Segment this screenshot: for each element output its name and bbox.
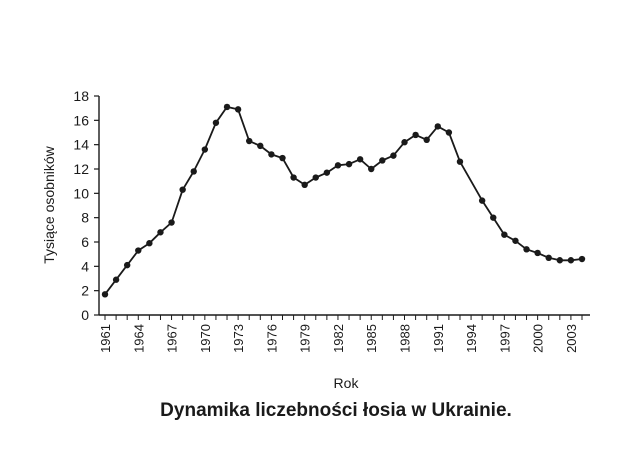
data-point xyxy=(234,106,242,113)
x-tick-label: 1985 xyxy=(364,324,379,353)
data-point xyxy=(501,231,508,238)
data-point xyxy=(401,139,408,146)
y-tick-label: 18 xyxy=(73,88,89,104)
y-tick-label: 0 xyxy=(81,307,89,323)
data-point xyxy=(345,160,353,168)
x-tick-label: 1991 xyxy=(431,324,446,353)
data-point xyxy=(556,257,564,264)
data-point xyxy=(456,158,464,165)
data-point xyxy=(179,186,186,193)
data-point xyxy=(368,165,375,173)
data-point xyxy=(379,157,386,164)
data-point xyxy=(356,156,364,163)
data-point xyxy=(445,129,453,136)
chart-title: Dynamika liczebności łosia w Ukrainie. xyxy=(160,400,512,421)
x-tick-label: 1979 xyxy=(298,324,313,353)
data-point xyxy=(334,162,342,169)
y-tick-label: 8 xyxy=(81,210,89,226)
data-point xyxy=(146,240,153,247)
data-point xyxy=(423,136,430,143)
data-point xyxy=(135,247,142,254)
series-line xyxy=(104,106,583,295)
data-point xyxy=(534,249,541,257)
series-layer xyxy=(101,103,586,298)
data-point xyxy=(112,276,120,283)
data-point xyxy=(434,123,441,130)
data-point xyxy=(490,214,497,221)
x-axis-title: Rok xyxy=(334,375,360,391)
x-tick-label: 1967 xyxy=(165,324,180,353)
data-point xyxy=(157,229,164,236)
data-point xyxy=(478,197,486,204)
data-point xyxy=(123,261,131,269)
data-point xyxy=(101,291,109,298)
y-tick-label: 6 xyxy=(81,234,89,250)
x-tick-label: 1961 xyxy=(98,324,113,353)
x-tick-label: 2003 xyxy=(564,324,579,353)
data-point xyxy=(545,254,552,262)
x-tick-label: 1964 xyxy=(131,324,146,353)
x-tick-label: 2000 xyxy=(531,324,546,353)
y-tick-label: 10 xyxy=(73,185,89,201)
data-point xyxy=(323,169,331,176)
data-point xyxy=(523,246,530,253)
y-tick-label: 14 xyxy=(73,137,89,153)
x-tick-label: 1982 xyxy=(331,324,346,353)
x-tick-label: 1994 xyxy=(464,324,479,353)
y-tick-label: 12 xyxy=(73,161,89,177)
data-point xyxy=(223,103,231,111)
data-point xyxy=(312,174,319,181)
axes-layer: 0 2 4 6 8 10 12 14 16 18 1961 1964 1967 1970 1973 1976 1… xyxy=(73,88,590,353)
data-point xyxy=(290,174,297,181)
data-point xyxy=(168,219,175,226)
data-point xyxy=(212,119,220,126)
x-tick-label: 1970 xyxy=(198,324,213,353)
x-tick-label: 1973 xyxy=(231,324,246,353)
x-tick-label: 1976 xyxy=(264,324,279,353)
data-point xyxy=(268,151,275,158)
data-point xyxy=(190,168,197,175)
x-tick-label: 1988 xyxy=(398,324,413,353)
data-point xyxy=(512,237,519,244)
y-tick-label: 2 xyxy=(81,283,89,299)
data-point xyxy=(279,154,286,162)
x-tick-label: 1997 xyxy=(497,324,512,353)
data-point xyxy=(578,255,586,263)
y-tick-label: 4 xyxy=(81,258,89,274)
data-point xyxy=(301,181,308,189)
data-point xyxy=(567,257,575,264)
data-point xyxy=(201,146,209,153)
data-point xyxy=(246,137,253,145)
y-axis-title: Tysiące osobników xyxy=(41,145,57,263)
data-point xyxy=(412,131,419,139)
data-point xyxy=(257,142,264,150)
y-tick-label: 16 xyxy=(73,112,89,128)
data-point xyxy=(390,152,397,159)
